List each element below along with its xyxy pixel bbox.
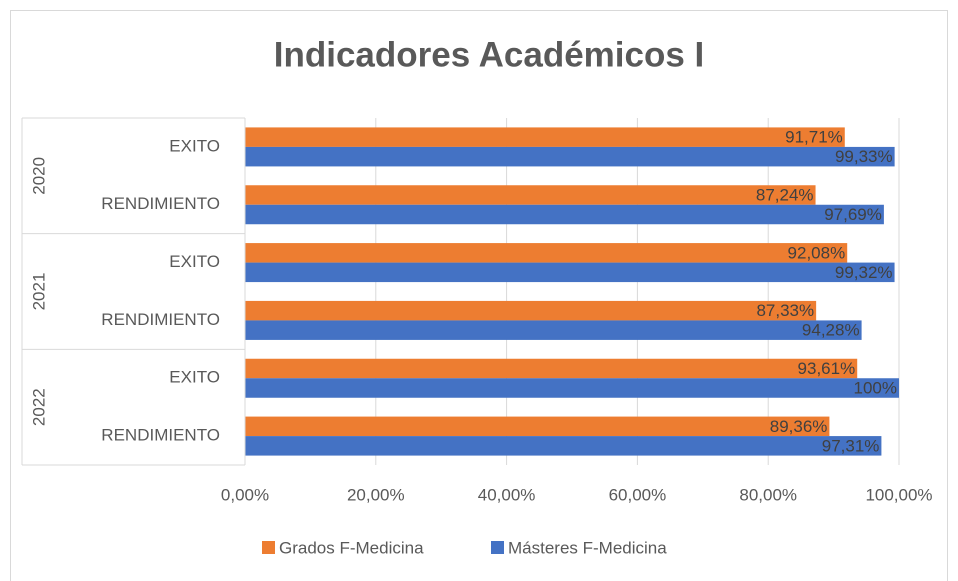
x-tick-label: 0,00% [221,485,269,504]
value-label: 91,71% [785,128,843,147]
value-label: 87,24% [756,185,814,204]
bar [245,204,884,225]
value-label: 89,36% [770,417,828,436]
x-tick-label: 40,00% [478,485,536,504]
legend-swatch [491,541,504,554]
group-label: 2020 [29,157,48,195]
group-label: 2022 [29,388,48,426]
bar [245,185,816,205]
y-tick-label: RENDIMIENTO [101,426,220,445]
value-label: 93,61% [798,359,856,378]
value-label: 99,32% [835,263,893,282]
x-tick-label: 80,00% [739,485,797,504]
bar [245,358,858,379]
bar [245,146,895,167]
legend-swatch [262,541,275,554]
y-tick-label: EXITO [169,252,220,271]
legend-label: Másteres F-Medicina [508,538,667,557]
y-tick-label: EXITO [169,136,220,155]
legend-label: Grados F-Medicina [279,538,424,557]
value-label: 87,33% [756,301,814,320]
value-label: 99,33% [835,147,893,166]
value-label: 100% [854,378,897,397]
x-tick-label: 100,00% [865,485,932,504]
bar [245,378,899,398]
x-tick-label: 20,00% [347,485,405,504]
bar [245,320,862,340]
group-label: 2021 [29,273,48,311]
bar [245,243,848,263]
bar [245,300,817,321]
y-tick-label: EXITO [169,368,220,387]
value-label: 92,08% [788,243,846,262]
bar [245,416,830,437]
value-label: 97,69% [824,205,882,224]
value-label: 94,28% [802,321,860,340]
chart-border [10,10,948,581]
bar [245,127,845,147]
x-tick-label: 60,00% [609,485,667,504]
y-tick-label: RENDIMIENTO [101,310,220,329]
bar [245,262,895,283]
chart-title: Indicadores Académicos I [274,35,705,74]
value-label: 97,31% [822,436,880,455]
bar [245,436,882,456]
y-tick-label: RENDIMIENTO [101,194,220,213]
